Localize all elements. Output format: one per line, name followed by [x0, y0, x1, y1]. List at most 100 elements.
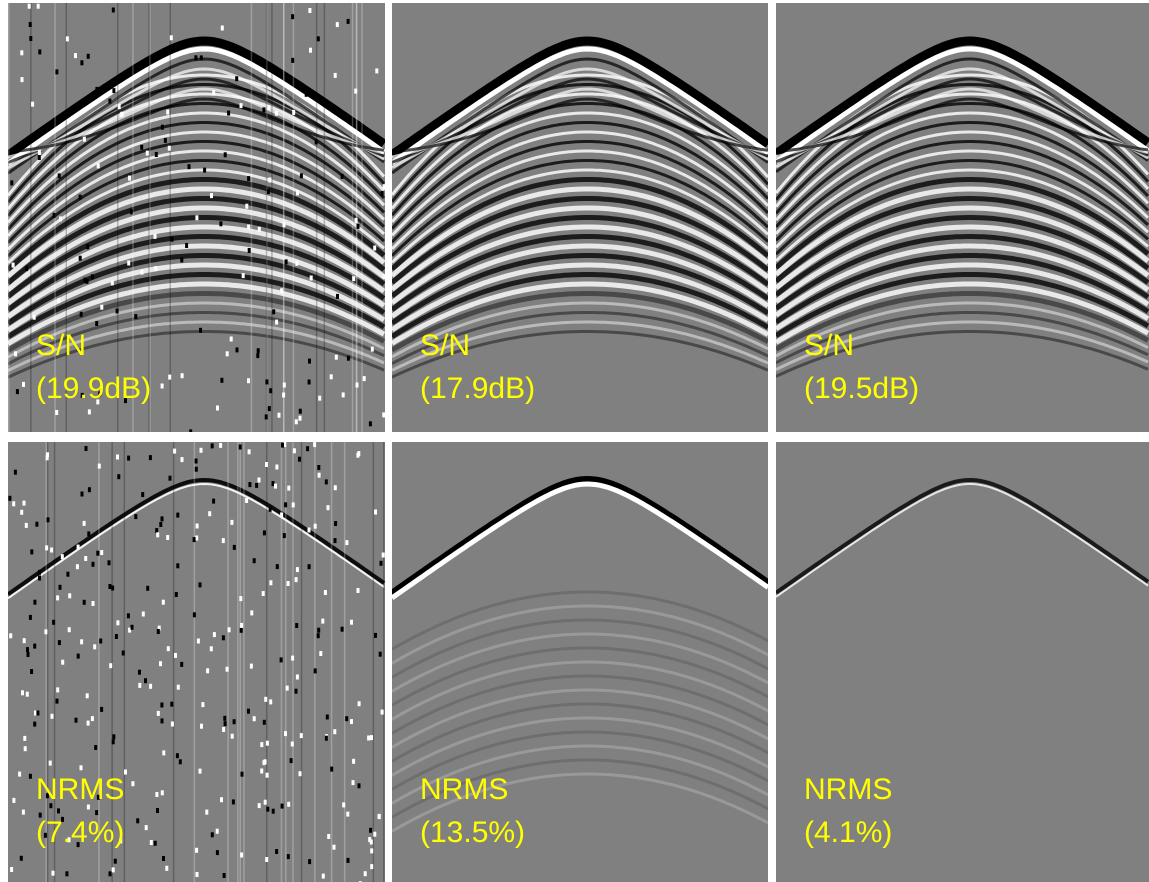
noise-spike — [55, 69, 58, 74]
noise-spike — [159, 661, 162, 666]
noise-spike — [23, 736, 26, 741]
noise-spike — [327, 505, 330, 510]
noise-spike — [24, 746, 27, 751]
noise-spike — [231, 734, 234, 739]
noise-spike — [260, 769, 263, 774]
noise-spike — [88, 409, 91, 414]
noise-spike — [355, 218, 358, 223]
noise-spike — [275, 465, 278, 470]
noise-spike — [12, 263, 15, 268]
noise-spike — [98, 464, 101, 469]
noise-spike — [295, 261, 298, 266]
noise-spike — [275, 111, 278, 116]
noise-spike — [10, 867, 13, 872]
metric-label: S/N — [804, 329, 854, 362]
noise-spike — [263, 720, 266, 725]
noise-spike — [55, 410, 58, 415]
noise-spike — [180, 257, 183, 262]
noise-spike — [154, 234, 157, 239]
noise-spike — [382, 412, 385, 417]
noise-spike — [84, 556, 87, 561]
noise-trace — [66, 3, 68, 432]
noise-spike — [50, 548, 53, 553]
noise-spike — [130, 209, 133, 214]
noise-spike — [280, 513, 283, 518]
noise-spike — [201, 702, 204, 707]
noise-spike — [350, 719, 353, 724]
noise-spike — [188, 164, 191, 169]
noise-trace — [344, 442, 346, 882]
noise-spike — [379, 652, 382, 657]
noise-spike — [305, 92, 308, 97]
noise-spike — [247, 709, 250, 714]
noise-spike — [21, 77, 24, 82]
noise-spike — [28, 4, 31, 9]
noise-trace — [285, 442, 287, 882]
noise-spike — [195, 536, 198, 541]
noise-spike — [112, 88, 115, 93]
noise-spike — [265, 379, 268, 384]
noise-spike — [248, 248, 251, 253]
noise-spike — [23, 638, 26, 643]
noise-spike — [250, 664, 253, 669]
noise-spike — [296, 675, 299, 680]
noise-spike — [168, 375, 171, 380]
noise-trace — [30, 3, 32, 432]
noise-spike — [333, 729, 336, 734]
noise-spike — [290, 758, 293, 763]
noise-spike — [222, 635, 225, 640]
noise-spike — [33, 722, 36, 727]
noise-spike — [341, 627, 344, 632]
noise-spike — [226, 667, 229, 672]
noise-spike — [357, 224, 360, 229]
noise-spike — [230, 520, 233, 525]
noise-spike — [77, 545, 80, 550]
metric-label: S/N — [36, 329, 86, 362]
noise-spike — [300, 173, 303, 178]
noise-spike — [352, 759, 355, 764]
noise-spike — [363, 376, 366, 381]
noise-spike — [253, 558, 256, 563]
seismic-panel: S/N(19.9dB) — [8, 3, 386, 434]
noise-spike — [260, 742, 263, 747]
noise-spike — [200, 55, 203, 60]
noise-spike — [160, 703, 163, 708]
noise-spike — [213, 632, 216, 637]
noise-spike — [83, 521, 86, 526]
noise-spike — [250, 610, 253, 615]
noise-spike — [146, 586, 149, 591]
noise-spike — [239, 596, 242, 601]
noise-spike — [86, 279, 89, 284]
noise-spike — [176, 753, 179, 758]
noise-spike — [127, 613, 130, 618]
noise-spike — [236, 347, 239, 352]
noise-spike — [115, 634, 118, 639]
noise-spike — [272, 809, 275, 814]
noise-trace — [271, 3, 273, 432]
noise-spike — [14, 351, 17, 356]
noise-spike — [108, 99, 111, 104]
noise-spike — [161, 790, 164, 795]
noise-spike — [131, 625, 134, 630]
noise-spike — [46, 455, 49, 460]
noise-spike — [364, 871, 367, 876]
noise-spike — [208, 511, 211, 516]
noise-spike — [282, 393, 285, 398]
noise-spike — [342, 802, 345, 807]
noise-spike — [248, 449, 251, 454]
noise-spike — [283, 383, 286, 388]
noise-spike — [341, 174, 344, 179]
noise-spike — [20, 50, 23, 55]
noise-trace — [170, 3, 172, 432]
noise-spike — [258, 803, 261, 808]
figure: S/N(19.9dB)S/N(17.9dB)S/N(19.5dB)NRMS(7.… — [0, 0, 1149, 882]
noise-spike — [166, 110, 169, 115]
noise-spike — [14, 470, 17, 475]
noise-spike — [141, 492, 144, 497]
noise-trace — [356, 3, 358, 432]
noise-spike — [291, 656, 294, 661]
noise-spike — [258, 227, 261, 232]
noise-spike — [265, 462, 268, 467]
noise-spike — [91, 274, 94, 279]
noise-spike — [345, 716, 348, 721]
